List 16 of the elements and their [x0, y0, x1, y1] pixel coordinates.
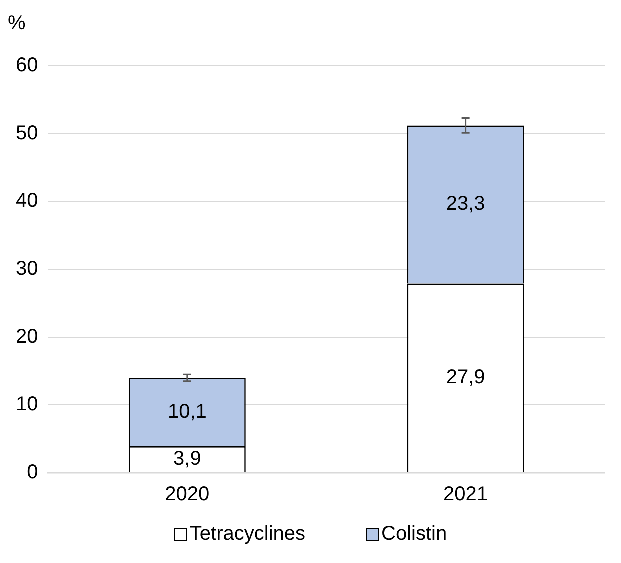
data-label: 3,9 [174, 448, 202, 470]
x-tick-label: 2021 [444, 484, 488, 506]
y-tick-label: 60 [16, 54, 38, 77]
x-tick-label: 2020 [165, 484, 210, 506]
data-label: 27,9 [446, 366, 486, 389]
data-label: 23,3 [446, 193, 486, 216]
y-tick-label: 40 [16, 190, 38, 212]
y-tick-label: 10 [16, 394, 38, 416]
y-tick-label: 0 [27, 462, 38, 484]
legend-label: Colistin [382, 523, 448, 546]
y-tick-label: 30 [16, 258, 38, 280]
y-tick-label: 20 [16, 326, 38, 348]
text: Tetracyclines [190, 523, 306, 546]
y-tick-label: 50 [16, 122, 38, 144]
y-axis-title: % [8, 12, 26, 35]
data-label: 10,1 [168, 400, 207, 423]
